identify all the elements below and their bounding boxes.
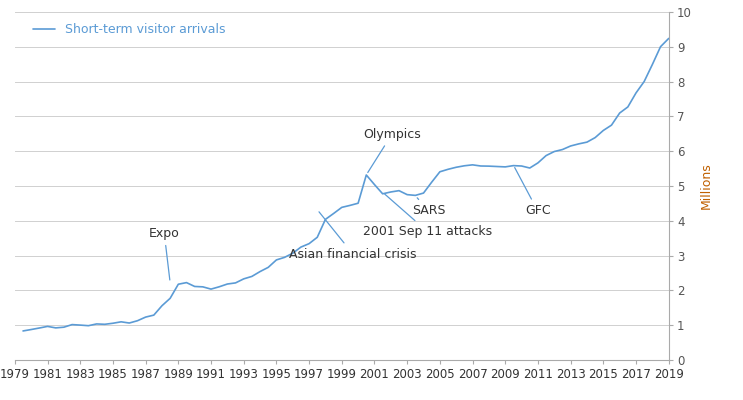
Line: Short-term visitor arrivals: Short-term visitor arrivals — [23, 38, 669, 331]
Short-term visitor arrivals — [591, 135, 600, 140]
Legend: Short-term visitor arrivals: Short-term visitor arrivals — [27, 18, 230, 41]
Text: SARS: SARS — [412, 198, 446, 217]
Short-term visitor arrivals — [403, 192, 412, 197]
Text: Expo: Expo — [149, 227, 180, 280]
Short-term visitor arrivals — [435, 169, 444, 174]
Short-term visitor arrivals — [305, 241, 314, 246]
Text: Asian financial crisis: Asian financial crisis — [290, 212, 417, 261]
Text: Olympics: Olympics — [363, 128, 421, 172]
Short-term visitor arrivals — [411, 193, 420, 198]
Text: GFC: GFC — [515, 168, 551, 217]
Short-term visitor arrivals — [664, 36, 673, 41]
Short-term visitor arrivals — [19, 328, 27, 333]
Short-term visitor arrivals — [460, 163, 469, 168]
Y-axis label: Millions: Millions — [700, 163, 713, 209]
Text: 2001 Sep 11 attacks: 2001 Sep 11 attacks — [363, 194, 492, 238]
